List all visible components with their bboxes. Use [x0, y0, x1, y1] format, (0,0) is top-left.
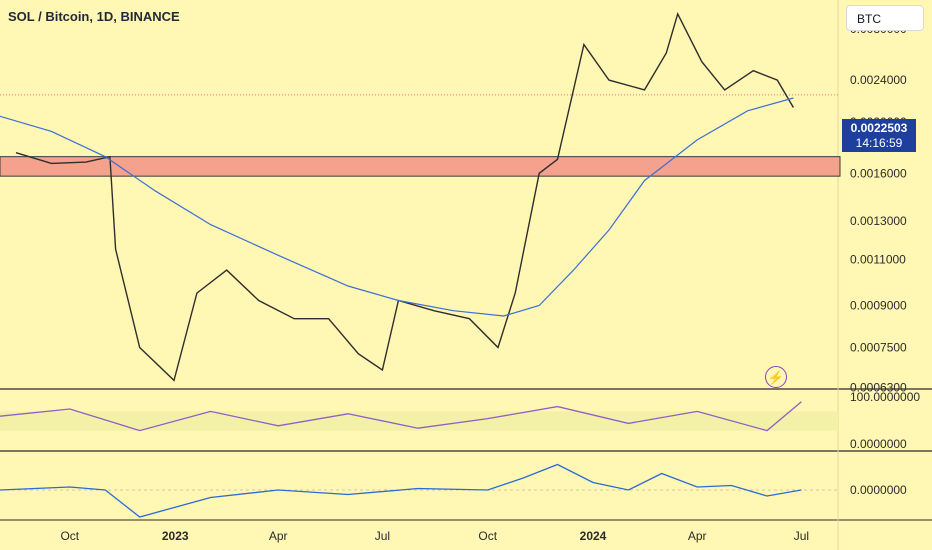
time-tick-label: Oct — [60, 529, 79, 543]
rsi-tick-label: 100.0000000 — [850, 390, 920, 404]
price-tick-label: 0.0009000 — [850, 299, 907, 313]
current-price: 0.0022503 — [850, 121, 908, 135]
price-tick-label: 0.0013000 — [850, 214, 907, 228]
time-tick-label: 2024 — [580, 529, 607, 543]
time-tick-label: 2023 — [162, 529, 189, 543]
time-tick-label: Jul — [375, 529, 390, 543]
lightning-icon[interactable]: ⚡ — [765, 366, 787, 388]
macd-line — [0, 463, 802, 518]
price-tick-label: 0.0006300 — [850, 381, 907, 395]
time-tick-label: Oct — [478, 529, 497, 543]
price-line — [15, 11, 795, 382]
rsi-tick-label: 0.0000000 — [850, 437, 907, 451]
bar-countdown: 14:16:59 — [855, 136, 903, 150]
macd-tick-label: 0.0000000 — [850, 483, 907, 497]
current-price-tag: 0.0022503 14:16:59 — [842, 119, 916, 152]
time-tick-label: Apr — [269, 529, 288, 543]
price-tick-label: 0.0011000 — [850, 252, 906, 266]
rsi-background-band — [0, 411, 838, 431]
moving-average-line — [0, 97, 794, 317]
currency-selector[interactable]: BTC — [846, 5, 924, 31]
price-tick-label: 0.0016000 — [850, 166, 907, 180]
resistance-zone — [0, 156, 841, 177]
price-tick-label: 0.0024000 — [850, 73, 907, 87]
chart-title: SOL / Bitcoin, 1D, BINANCE — [8, 9, 180, 24]
price-tick-label: 0.0007500 — [850, 341, 907, 355]
time-tick-label: Apr — [688, 529, 707, 543]
time-tick-label: Jul — [794, 529, 809, 543]
rsi-line — [0, 401, 802, 432]
